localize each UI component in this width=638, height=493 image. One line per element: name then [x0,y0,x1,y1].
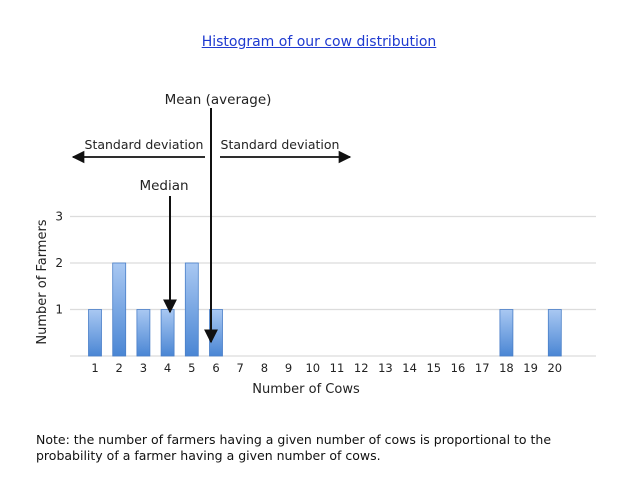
std-right-label: Standard deviation [221,137,340,152]
x-tick-label: 12 [354,361,369,375]
x-tick-label: 16 [451,361,466,375]
x-tick-label: 11 [330,361,345,375]
histogram-bar [160,309,175,357]
x-tick-label: 7 [237,361,244,375]
x-tick-label: 15 [426,361,441,375]
histogram-bar [136,309,151,357]
chart-title: Histogram of our cow distribution [201,34,437,50]
y-tick-label: 3 [55,210,63,224]
x-tick-label: 10 [305,361,320,375]
median-label: Median [139,178,188,194]
histogram-bar [499,309,514,357]
x-tick-label: 19 [523,361,538,375]
x-tick-label: 18 [499,361,514,375]
x-tick-label: 2 [116,361,123,375]
x-tick-label: 9 [285,361,292,375]
x-tick-label: 17 [475,361,490,375]
y-tick-label: 1 [55,303,63,317]
x-tick-label: 8 [261,361,268,375]
y-axis-label: Number of Farmers [35,219,50,344]
footnote: Note: the number of farmers having a giv… [36,432,552,463]
x-tick-label: 3 [140,361,147,375]
histogram-chart: 123 1 2 3 4 5 6 7 8 9 10 11 12 13 14 15 16 17 18 19 20 Numb… [35,92,596,397]
x-tick-label: 5 [188,361,195,375]
x-axis-label: Number of Cows [252,382,360,397]
histogram-bar [88,309,102,357]
x-tick-label: 14 [402,361,417,375]
x-tick-label: 20 [547,361,562,375]
x-tick-label: 13 [378,361,393,375]
histogram-bar [547,309,562,357]
histogram-bar [184,262,199,357]
mean-label: Mean (average) [165,92,272,108]
std-left-label: Standard deviation [85,137,204,152]
y-tick-label: 2 [55,256,63,270]
histogram-bar [112,262,127,357]
x-tick-label: 6 [212,361,219,375]
x-tick-label: 1 [91,361,98,375]
x-tick-label: 4 [164,361,171,375]
